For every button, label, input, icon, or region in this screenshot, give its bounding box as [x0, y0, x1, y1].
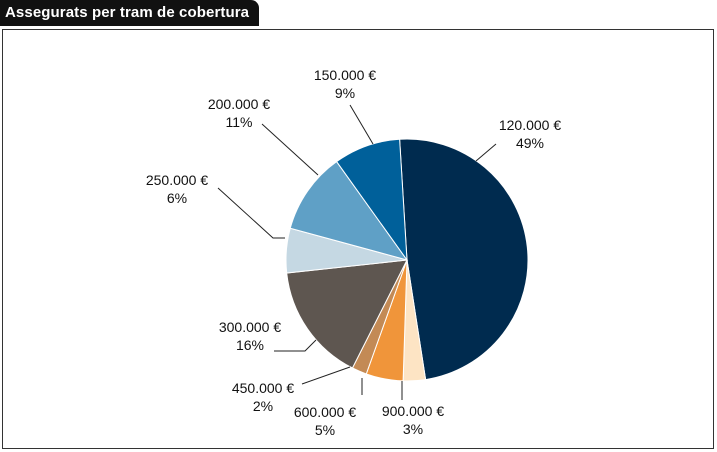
pie-slice — [399, 138, 529, 381]
slice-label: 450.000 € — [232, 380, 294, 396]
slice-label: 120.000 € — [499, 117, 561, 133]
chart-frame — [2, 29, 714, 449]
leader-line — [261, 123, 319, 176]
slice-percent-label: 6% — [167, 190, 187, 206]
pie-slice — [286, 259, 408, 369]
slice-percent-label: 16% — [236, 337, 264, 353]
slice-percent-label: 5% — [315, 422, 335, 438]
pie-slice — [289, 160, 409, 261]
slice-percent-label: 11% — [226, 114, 253, 130]
leader-line — [349, 104, 374, 145]
chart-title: Assegurats per tram de cobertura — [0, 0, 260, 26]
leader-line — [274, 339, 317, 352]
slice-percent-label: 2% — [253, 398, 273, 414]
leader-line — [475, 143, 497, 162]
slice-percent-label: 9% — [335, 85, 355, 101]
slice-percent-label: 3% — [403, 421, 423, 437]
slice-label: 300.000 € — [219, 319, 281, 335]
leader-line — [301, 366, 351, 385]
slice-label: 900.000 € — [382, 403, 444, 419]
slice-percent-label: 49% — [516, 135, 544, 151]
slice-label: 600.000 € — [294, 404, 356, 420]
pie-slice — [335, 138, 408, 262]
slice-label: 250.000 € — [146, 172, 208, 188]
slice-label: 200.000 € — [208, 96, 270, 112]
slice-label: 150.000 € — [314, 67, 376, 83]
leader-line — [217, 187, 285, 239]
